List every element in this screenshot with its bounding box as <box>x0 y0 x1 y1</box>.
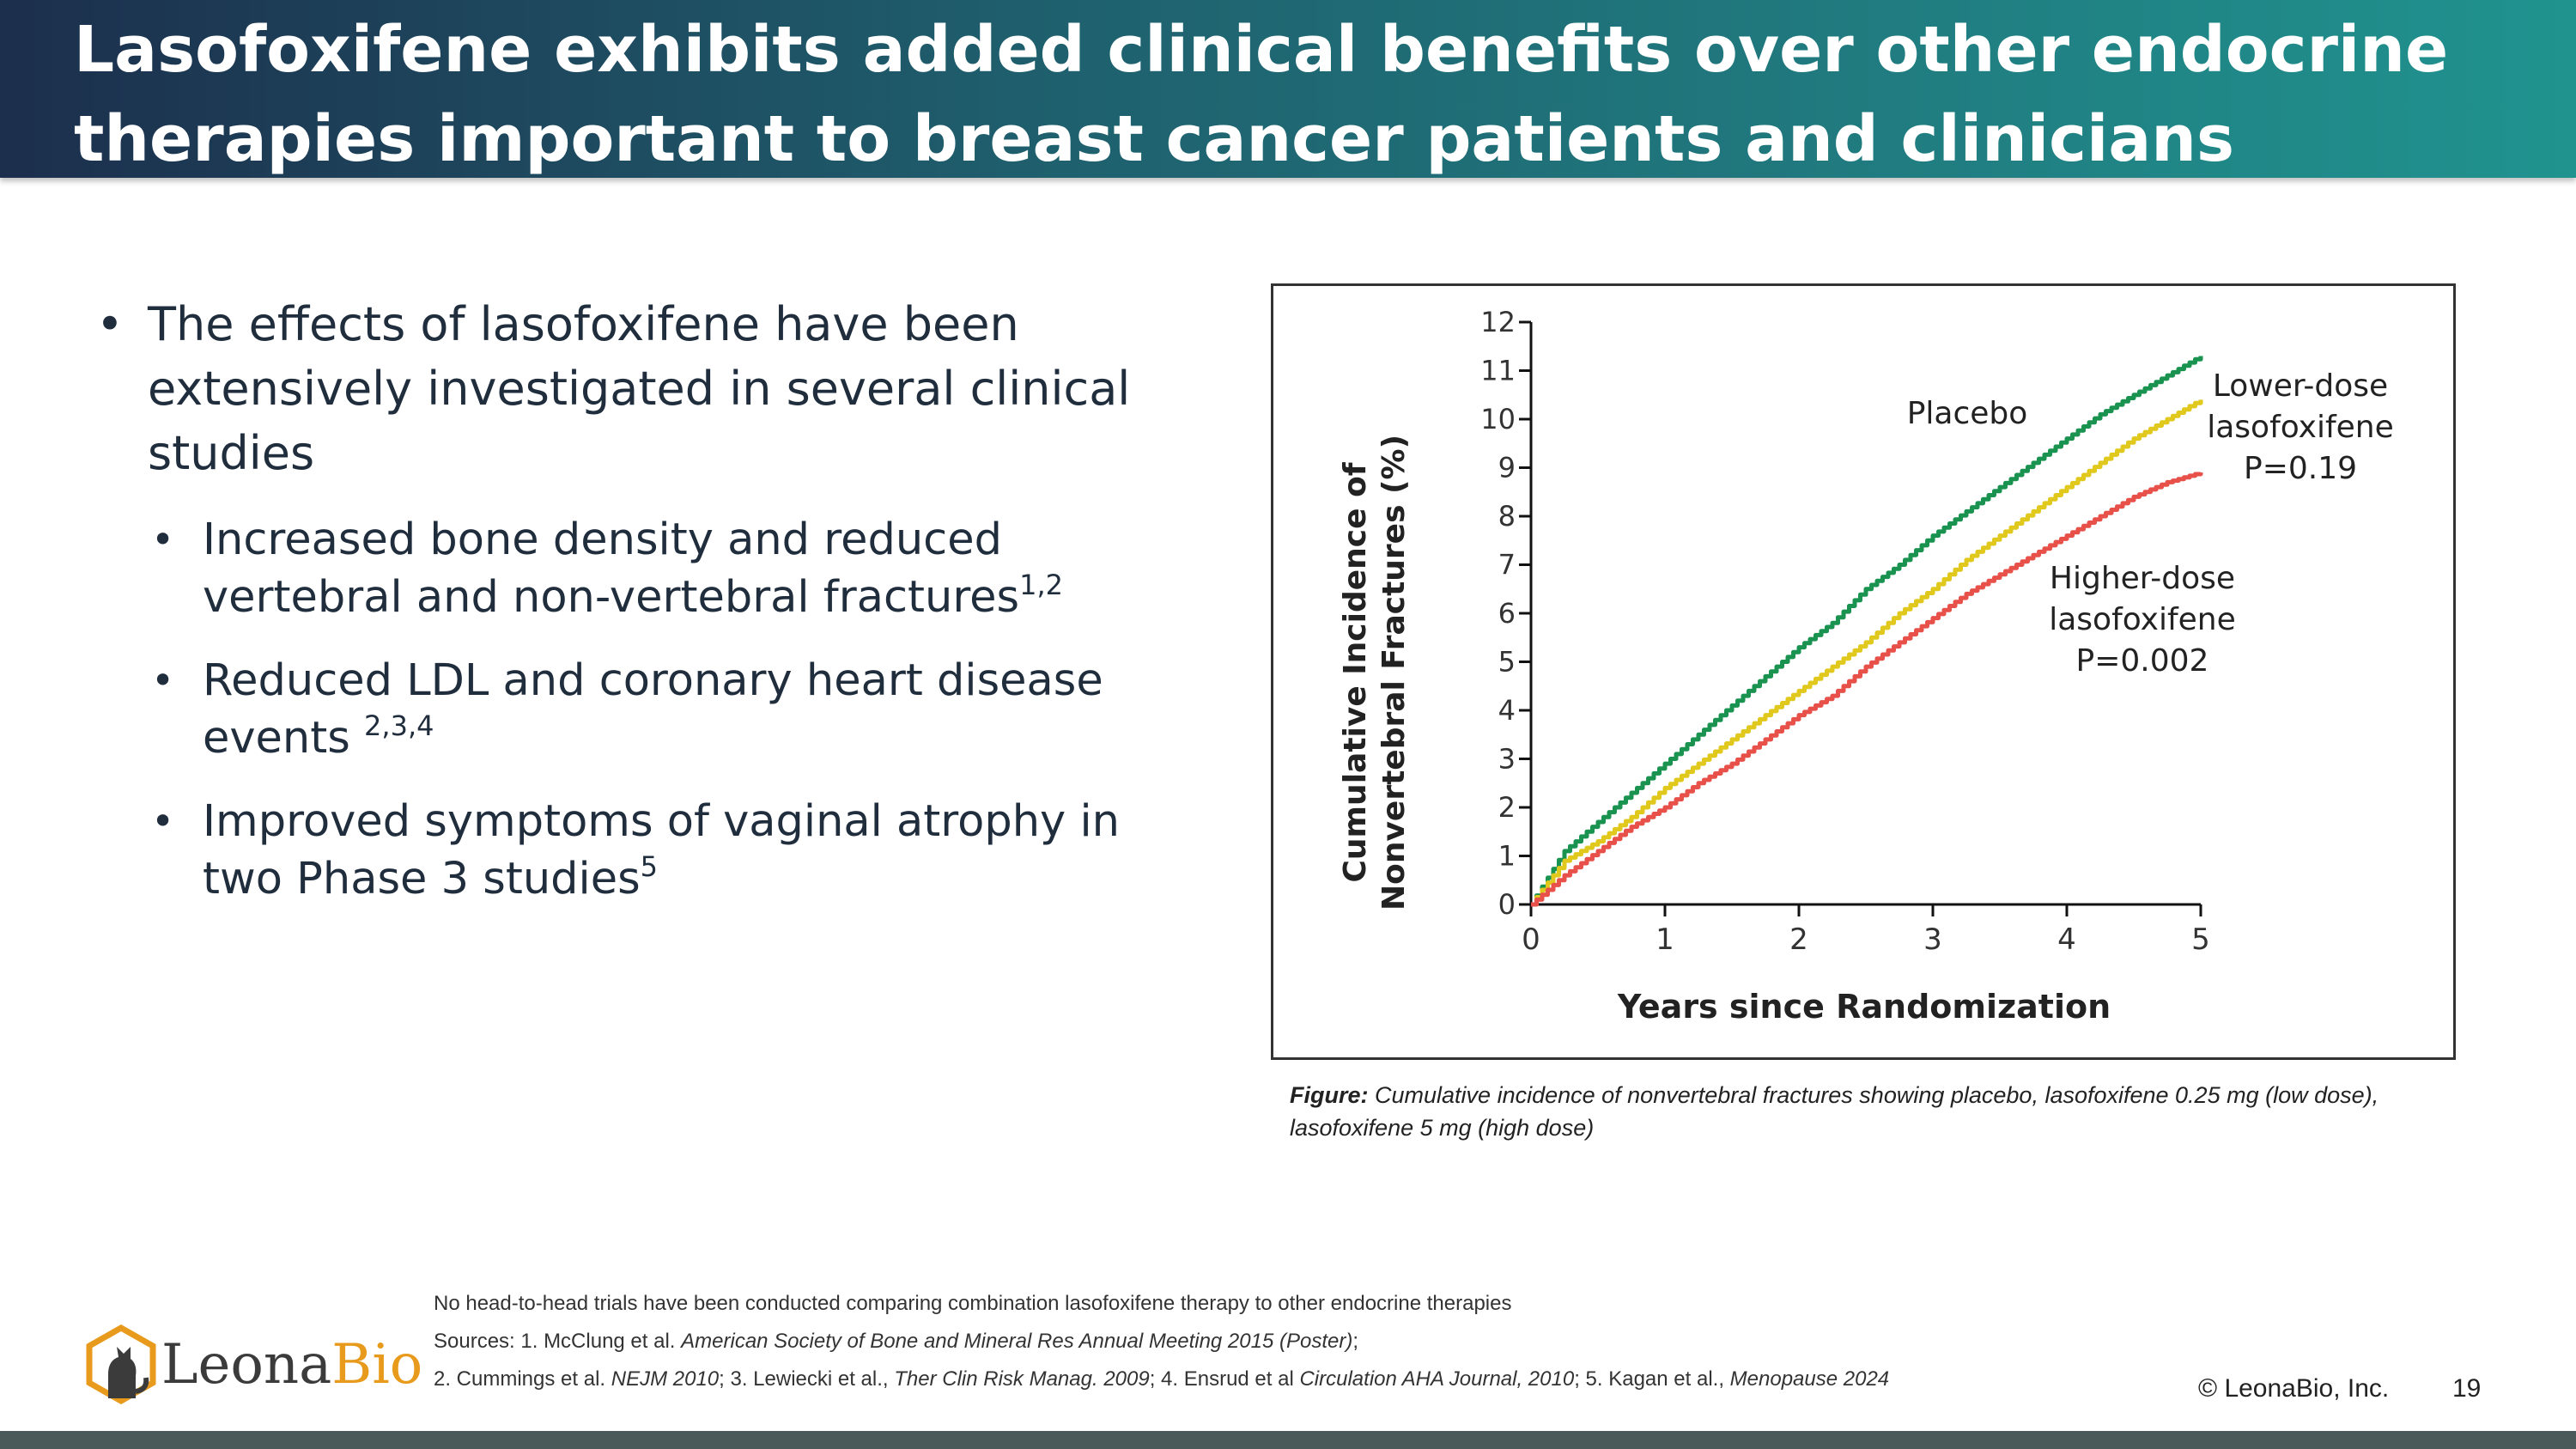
source-text: 2. Cummings et al. <box>434 1367 611 1391</box>
y-tick-label: 0 <box>1498 888 1516 921</box>
sub-bullet-text: Reduced LDL and coronary heart disease e… <box>203 655 1103 764</box>
source-journal: Menopause 2024 <box>1729 1367 1890 1391</box>
footnotes: No head-to-head trials have been conduct… <box>434 1285 2151 1398</box>
y-tick-label: 5 <box>1498 646 1516 679</box>
x-tick-label: 3 <box>1923 922 1942 957</box>
y-axis-label-line1: Cumulative Incidence of <box>1338 462 1373 882</box>
y-tick-label: 9 <box>1498 452 1516 484</box>
title-banner: Lasofoxifene exhibits added clinical ben… <box>0 0 2576 178</box>
logo-wordmark: LeonaBio <box>161 1326 422 1403</box>
y-tick-label: 8 <box>1498 500 1516 533</box>
x-axis-label: Years since Randomization <box>1617 988 2111 1026</box>
y-tick-label: 12 <box>1480 306 1516 338</box>
page-number: 19 <box>2452 1374 2482 1403</box>
x-tick-label: 4 <box>2057 922 2076 957</box>
caption-label: Figure: <box>1290 1082 1369 1108</box>
source-text: Sources: 1. McClung et al. <box>434 1330 682 1353</box>
y-tick-label: 3 <box>1498 743 1516 776</box>
low-dose-line <box>1531 399 2203 907</box>
cat-hexagon-icon <box>86 1324 156 1405</box>
y-tick-label: 6 <box>1498 597 1516 630</box>
logo-text-leona: Leona <box>161 1333 332 1397</box>
source-text: ; 5. Kagan et al., <box>1574 1367 1730 1391</box>
placebo-label: Placebo <box>1907 396 2028 431</box>
sub-bullet-1: Increased bone density and reduced verte… <box>151 511 1161 626</box>
source-text: ; 3. Lewiecki et al., <box>719 1367 895 1391</box>
logo-text-bio: Bio <box>331 1333 423 1397</box>
source-journal: Circulation AHA Journal, 2010 <box>1299 1367 1575 1391</box>
low-dose-p-value: P=0.19 <box>2244 451 2357 486</box>
y-axis-label-line2: Nonvertebral Fractures (%) <box>1376 435 1412 910</box>
source-journal: American Society of Bone and Mineral Res… <box>681 1330 1353 1353</box>
source-text: ; 4. Ensrud et al <box>1149 1367 1300 1391</box>
footer-bar <box>0 1431 2576 1449</box>
y-tick-label: 2 <box>1498 791 1516 824</box>
sub-bullet-2: Reduced LDL and coronary heart disease e… <box>151 652 1161 767</box>
chart-series <box>1531 356 2203 907</box>
fracture-chart: 0 1 2 3 4 5 6 7 8 9 10 11 12 0 1 2 3 4 5 Cumulative Incide… <box>1271 283 2456 1060</box>
source-text: ; <box>1352 1330 1359 1353</box>
y-tick-label: 4 <box>1498 694 1516 727</box>
sources-line-1: Sources: 1. McClung et al. American Soci… <box>434 1323 2151 1361</box>
page-title: Lasofoxifene exhibits added clinical ben… <box>74 13 2449 176</box>
sub-bullet-text: Increased bone density and reduced verte… <box>203 514 1020 623</box>
low-dose-label-line2: lasofoxifene <box>2207 410 2394 445</box>
caption-text: Cumulative incidence of nonvertebral fra… <box>1290 1082 2379 1141</box>
sub-bullet-3: Improved symptoms of vaginal atrophy in … <box>151 793 1161 908</box>
sources-line-2: 2. Cummings et al. NEJM 2010; 3. Lewieck… <box>434 1361 2151 1398</box>
y-tick-label: 7 <box>1498 549 1516 581</box>
reference-superscript: 2,3,4 <box>364 709 434 742</box>
sub-bullet-text: Improved symptoms of vaginal atrophy in … <box>203 796 1120 904</box>
high-dose-label-line2: lasofoxifene <box>2049 602 2236 637</box>
high-dose-line <box>1531 472 2203 907</box>
x-tick-label: 0 <box>1522 922 1540 957</box>
leonabio-logo: LeonaBio <box>82 1323 426 1409</box>
y-tick-label: 1 <box>1498 840 1516 873</box>
source-journal: NEJM 2010 <box>611 1367 720 1391</box>
high-dose-label-line1: Higher-dose <box>2050 561 2235 596</box>
y-tick-label: 11 <box>1480 355 1516 387</box>
low-dose-label-line1: Lower-dose <box>2213 368 2388 404</box>
copyright: © LeonaBio, Inc. <box>2198 1374 2390 1403</box>
x-tick-label: 5 <box>2191 922 2210 957</box>
bullet-list: The effects of lasofoxifene have been ex… <box>96 292 1161 908</box>
figure-caption: Figure: Cumulative incidence of nonverte… <box>1290 1079 2475 1144</box>
placebo-line <box>1531 356 2203 907</box>
y-tick-label: 10 <box>1480 403 1516 435</box>
reference-superscript: 1,2 <box>1019 569 1064 601</box>
x-tick-label: 2 <box>1789 922 1808 957</box>
disclaimer: No head-to-head trials have been conduct… <box>434 1292 1512 1315</box>
main-bullet: The effects of lasofoxifene have been ex… <box>96 292 1161 485</box>
x-tick-label: 1 <box>1656 922 1674 957</box>
high-dose-p-value: P=0.002 <box>2076 643 2209 679</box>
source-journal: Ther Clin Risk Manag. 2009 <box>894 1367 1150 1391</box>
reference-superscript: 5 <box>640 850 659 883</box>
